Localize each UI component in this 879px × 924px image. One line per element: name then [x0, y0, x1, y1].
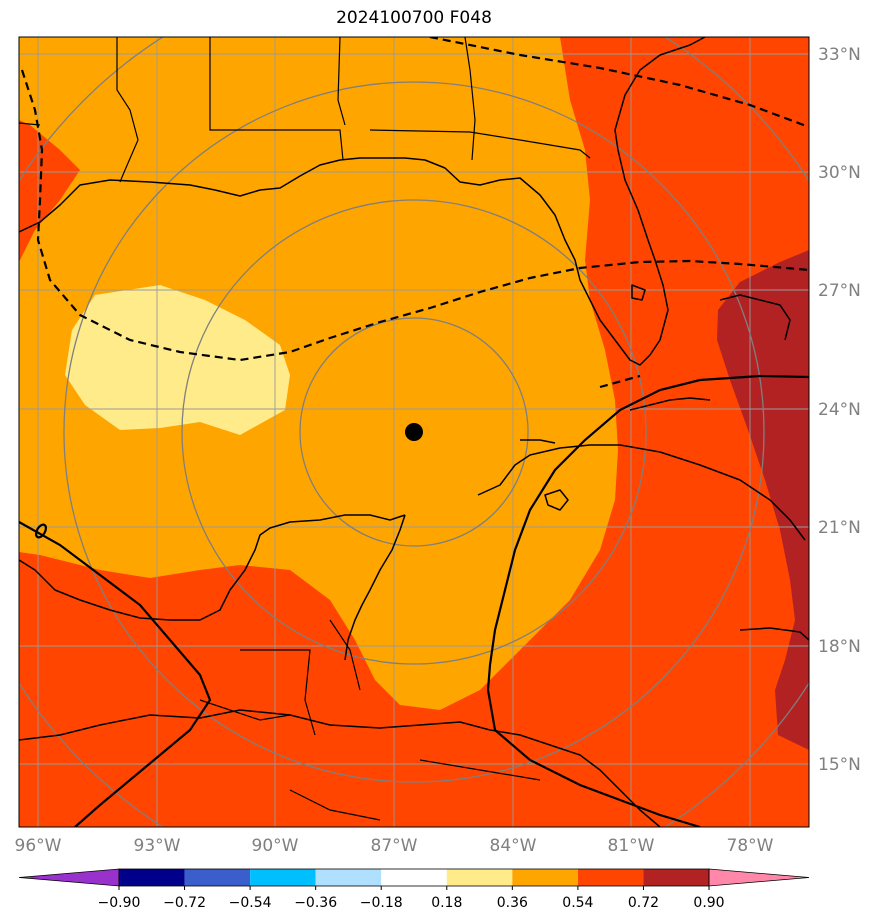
colorbar-swatch	[381, 869, 447, 886]
colorbar-tick-label: 0.54	[562, 895, 593, 911]
colorbar-swatch	[119, 869, 185, 886]
contour-loop	[34, 523, 48, 539]
colorbar-tick-label: 0.36	[497, 895, 528, 911]
lat-label: 27°N	[818, 281, 861, 301]
longitude-labels: 96°W 93°W 90°W 87°W 84°W 81°W 78°W	[15, 836, 774, 856]
lon-label: 78°W	[727, 836, 774, 856]
map-area	[19, 37, 809, 827]
colorbar-tick-label: 0.18	[431, 895, 462, 911]
colorbar-tick-label: 0.90	[693, 895, 724, 911]
colorbar-tick-label: −0.18	[360, 895, 403, 911]
colorbar-tick-label: 0.72	[628, 895, 659, 911]
field-orange	[19, 37, 618, 710]
map-frame	[18, 36, 810, 828]
colorbar-extension-low	[18, 868, 120, 887]
lat-label: 30°N	[818, 163, 861, 183]
colorbar-swatch	[184, 869, 251, 886]
colorbar-tick-label: −0.54	[229, 895, 272, 911]
colorbar-tick-label: −0.90	[98, 895, 141, 911]
colorbar-swatch	[250, 869, 316, 886]
lat-label: 24°N	[818, 400, 861, 420]
colorbar-extension-high	[708, 868, 810, 887]
lat-label: 18°N	[818, 637, 861, 657]
field-dark-red	[717, 250, 809, 750]
lon-label: 96°W	[15, 836, 62, 856]
solid-contours	[19, 374, 809, 827]
colorbar-swatch	[315, 869, 382, 886]
colorbar-swatch	[577, 869, 644, 886]
lon-label: 87°W	[371, 836, 418, 856]
map-title: 2024100700 F048	[336, 8, 492, 28]
colorbar-outline	[118, 868, 710, 887]
lon-label: 81°W	[608, 836, 655, 856]
lon-label: 93°W	[134, 836, 181, 856]
colorbar: −0.90 −0.72 −0.54 −0.36 −0.18 0.18 0.36 0.54 0.7…	[18, 868, 810, 911]
dashed-contours	[20, 37, 809, 389]
storm-center-marker	[405, 423, 423, 441]
colorbar-swatch	[446, 869, 513, 886]
latitude-labels: 33°N 30°N 27°N 24°N 21°N 18°N 15°N	[818, 45, 861, 775]
range-rings	[19, 37, 809, 827]
lon-label: 90°W	[252, 836, 299, 856]
coastlines	[19, 37, 809, 827]
colorbar-tick-label: −0.36	[294, 895, 337, 911]
lat-label: 15°N	[818, 755, 861, 775]
colorbar-swatch	[512, 869, 578, 886]
field-yellow	[65, 285, 290, 435]
colorbar-swatch	[643, 869, 709, 886]
lat-label: 33°N	[818, 45, 861, 65]
colorbar-tick-label: −0.72	[163, 895, 206, 911]
lon-label: 84°W	[490, 836, 537, 856]
lat-label: 21°N	[818, 518, 861, 538]
state-borders	[19, 37, 591, 821]
